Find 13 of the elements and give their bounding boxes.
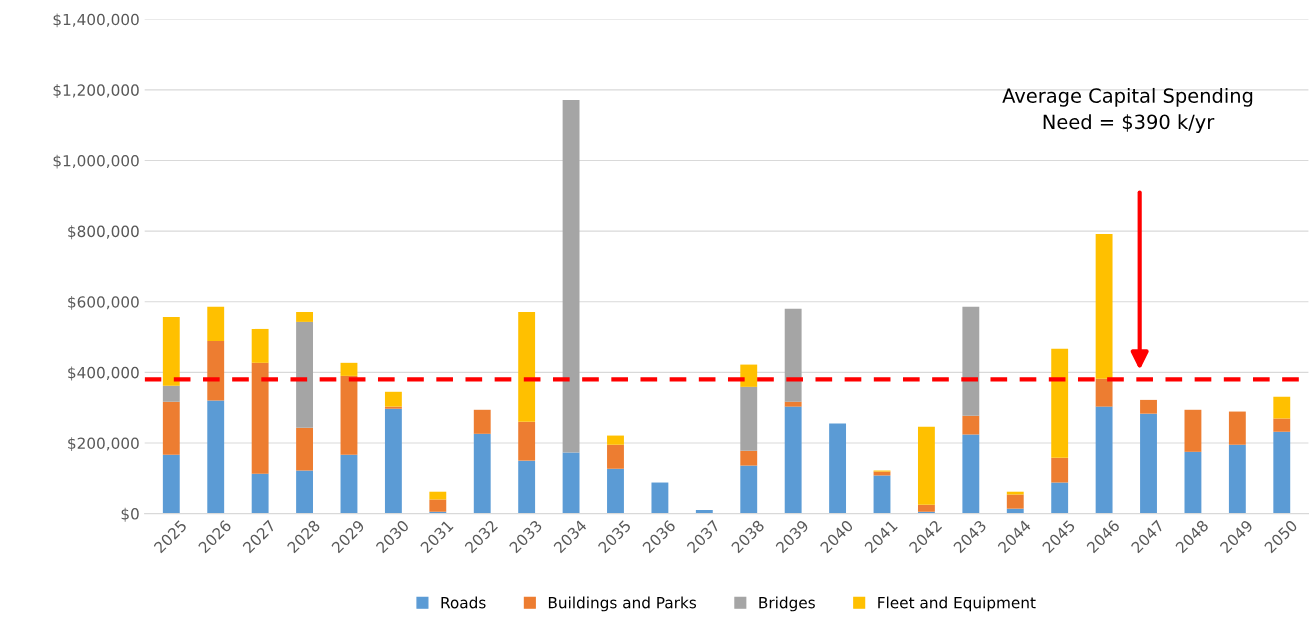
legend-label: Buildings and Parks — [548, 596, 697, 612]
legend-label: Bridges — [759, 596, 815, 612]
y-tick-label: $600,000 — [68, 295, 139, 310]
y-tick-label: $400,000 — [68, 366, 139, 381]
y-tick-label: $1,400,000 — [53, 13, 139, 28]
legend-label: Fleet and Equipment — [878, 596, 1036, 612]
y-tick-label: $200,000 — [68, 437, 139, 452]
y-tick-label: $0 — [121, 507, 139, 522]
y-tick-label: $1,000,000 — [53, 154, 139, 169]
legend-label: Roads — [441, 596, 486, 609]
y-tick-label: $800,000 — [68, 225, 139, 240]
annotation: Average Capital Spending Need = $390 k/yr — [1002, 87, 1253, 133]
y-tick-label: $1,200,000 — [53, 84, 139, 98]
